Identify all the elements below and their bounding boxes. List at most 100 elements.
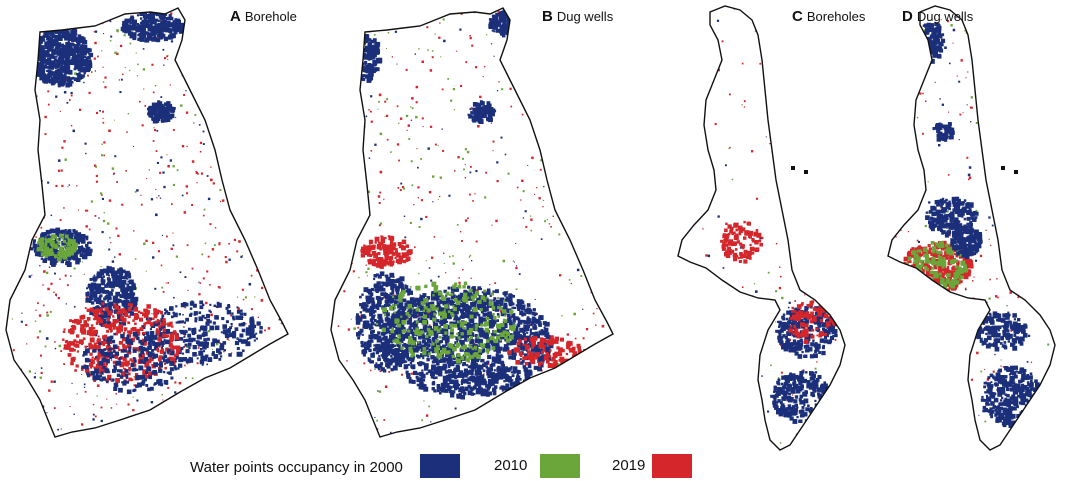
water-point-cluster <box>212 351 215 354</box>
water-point-dot <box>175 116 177 119</box>
water-point-dot <box>621 252 623 254</box>
water-point-cluster <box>156 104 162 110</box>
water-point-cluster <box>355 44 359 48</box>
water-point-dot <box>94 70 96 72</box>
water-point-dot <box>351 213 354 216</box>
water-point-cluster <box>165 329 170 334</box>
water-point-cluster <box>34 41 39 46</box>
water-point-cluster <box>137 382 142 388</box>
water-point-cluster <box>133 308 137 312</box>
water-point-dot <box>550 226 552 228</box>
water-point-dot <box>445 272 447 274</box>
water-point-cluster <box>79 315 84 320</box>
water-point-cluster <box>169 367 174 372</box>
water-point-dot <box>267 327 271 330</box>
water-point-cluster <box>85 56 89 60</box>
water-point-dot <box>125 170 127 172</box>
water-point-dot <box>97 55 99 58</box>
water-point-cluster <box>164 27 169 32</box>
water-point-cluster <box>159 310 163 315</box>
water-point-dot <box>464 219 468 222</box>
water-point-cluster <box>481 113 487 118</box>
water-point-dot <box>142 5 144 7</box>
water-point-cluster <box>500 19 504 23</box>
water-point-cluster <box>89 296 94 300</box>
water-point-cluster <box>85 235 89 239</box>
water-point-cluster <box>42 248 46 252</box>
water-point-dot <box>553 380 556 383</box>
water-point-cluster <box>34 44 38 47</box>
water-point-dot <box>595 324 597 326</box>
water-point-dot <box>48 266 51 268</box>
water-point-dot <box>30 445 31 446</box>
water-point-dot <box>452 262 455 265</box>
water-point-dot <box>349 195 352 198</box>
water-point-cluster <box>136 23 140 26</box>
water-point-dot <box>47 181 50 184</box>
water-point-dot <box>212 182 215 185</box>
water-point-dot <box>224 447 226 449</box>
water-point-cluster <box>56 256 62 262</box>
water-point-dot <box>183 1 186 4</box>
water-point-cluster <box>486 360 490 364</box>
water-point-dot <box>206 117 208 119</box>
water-point-cluster <box>127 372 131 376</box>
water-point-cluster <box>188 346 191 349</box>
water-point-dot <box>383 198 385 200</box>
water-point-cluster <box>126 334 130 338</box>
water-point-dot <box>251 107 254 109</box>
water-point-cluster <box>93 342 97 346</box>
water-point-cluster <box>509 27 515 32</box>
water-point-dot <box>201 253 204 256</box>
water-point-cluster <box>126 283 130 287</box>
water-point-cluster <box>523 11 529 17</box>
water-point-dot <box>269 295 272 298</box>
water-point-cluster <box>232 317 236 321</box>
water-point-cluster <box>353 49 357 53</box>
water-point-dot <box>354 415 356 418</box>
water-point-cluster <box>226 329 231 334</box>
water-point-cluster <box>87 318 90 321</box>
water-point-cluster <box>102 300 105 303</box>
water-point-cluster <box>47 58 52 63</box>
water-point-cluster <box>179 337 184 341</box>
water-point-cluster <box>94 278 98 281</box>
water-point-dot <box>35 50 38 52</box>
water-point-cluster <box>80 44 83 47</box>
water-point-cluster <box>95 363 101 369</box>
water-point-dot <box>198 281 200 283</box>
water-point-dot <box>357 326 360 329</box>
water-point-cluster <box>149 115 152 118</box>
water-point-cluster <box>39 40 44 44</box>
water-point-dot <box>525 427 528 430</box>
water-point-dot <box>261 275 264 278</box>
water-point-dot <box>100 406 103 409</box>
water-point-dot <box>34 320 37 322</box>
water-point-cluster <box>354 44 358 47</box>
water-point-cluster <box>144 23 150 29</box>
water-point-dot <box>193 57 195 60</box>
water-point-cluster <box>136 336 140 341</box>
water-point-dot <box>254 296 256 298</box>
water-point-dot <box>591 97 594 100</box>
water-point-cluster <box>359 50 363 54</box>
water-point-dot <box>40 371 43 374</box>
water-point-cluster <box>67 248 71 252</box>
water-point-dot <box>623 345 625 347</box>
water-point-cluster <box>68 36 72 40</box>
water-point-cluster <box>163 359 166 363</box>
water-point-cluster <box>62 49 65 53</box>
water-point-cluster <box>354 68 357 72</box>
water-point-dot <box>605 57 608 60</box>
water-point-cluster <box>152 342 156 346</box>
water-point-cluster <box>53 244 57 248</box>
water-point-cluster <box>46 65 50 69</box>
water-point-dot <box>7 24 9 26</box>
water-point-cluster <box>112 276 117 281</box>
water-point-dot <box>337 62 340 65</box>
water-point-cluster <box>342 54 347 60</box>
water-point-dot <box>524 210 527 213</box>
water-point-dot <box>34 417 37 420</box>
water-point-cluster <box>500 10 504 15</box>
water-point-cluster <box>201 314 205 318</box>
